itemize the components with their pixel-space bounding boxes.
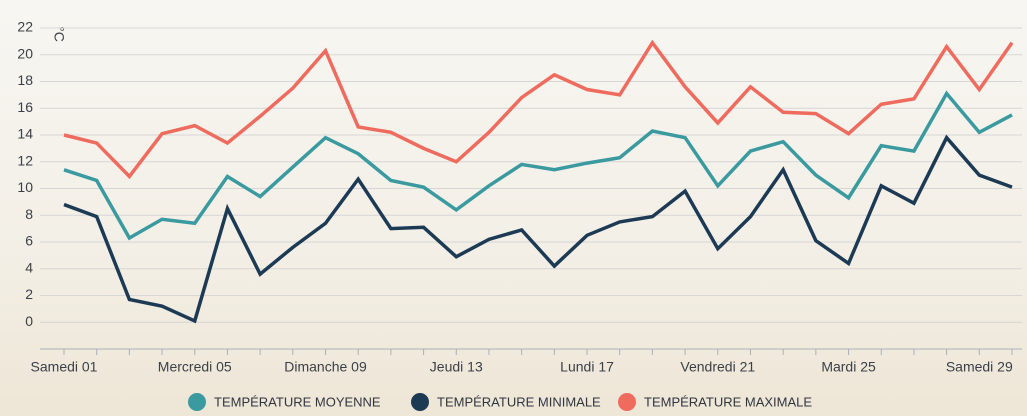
y-tick-label: 22 <box>17 19 33 35</box>
x-tick-label: Mardi 25 <box>821 359 876 375</box>
x-tick-label: Samedi 29 <box>946 359 1013 375</box>
y-tick-label: 6 <box>25 233 33 249</box>
legend-label: TEMPÉRATURE MINIMALE <box>437 394 601 409</box>
legend-marker <box>411 393 429 411</box>
y-tick-label: 10 <box>17 179 33 195</box>
y-tick-label: 14 <box>17 126 33 142</box>
y-tick-label: 20 <box>17 45 33 61</box>
legend-marker <box>618 393 636 411</box>
x-tick-label: Lundi 17 <box>560 359 614 375</box>
legend-label: TEMPÉRATURE MAXIMALE <box>644 394 812 409</box>
series-line <box>64 43 1012 177</box>
y-tick-label: 2 <box>25 286 33 302</box>
y-tick-label: 4 <box>25 259 33 275</box>
y-tick-label: 16 <box>17 99 33 115</box>
chart: °C 0246810121416182022Samedi 01Mercredi … <box>0 0 1027 416</box>
y-tick-label: 18 <box>17 72 33 88</box>
y-tick-label: 0 <box>25 313 33 329</box>
x-tick-label: Dimanche 09 <box>284 359 367 375</box>
legend-marker <box>188 393 206 411</box>
x-tick-label: Mercredi 05 <box>158 359 232 375</box>
x-tick-label: Samedi 01 <box>31 359 98 375</box>
y-tick-label: 12 <box>17 152 33 168</box>
x-tick-label: Vendredi 21 <box>680 359 755 375</box>
page: °C 0246810121416182022Samedi 01Mercredi … <box>0 0 1027 416</box>
legend-label: TEMPÉRATURE MOYENNE <box>214 394 381 409</box>
x-tick-label: Jeudi 13 <box>430 359 483 375</box>
y-tick-label: 8 <box>25 206 33 222</box>
